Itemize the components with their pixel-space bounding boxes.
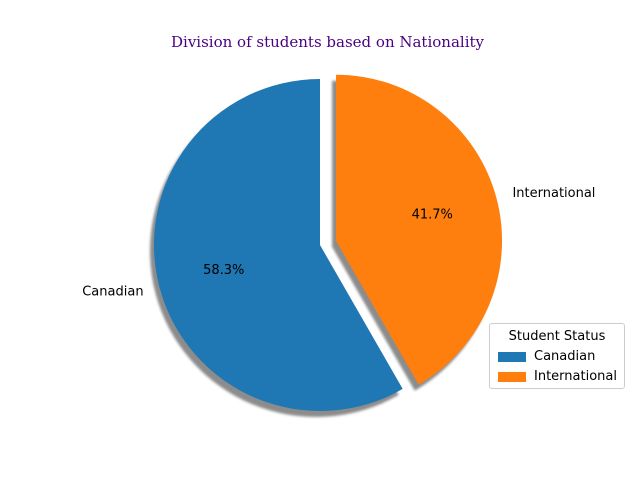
pie-percent-international: 41.7% — [412, 208, 453, 223]
pie-slice-canadian — [153, 79, 403, 412]
legend-entry-international: International — [498, 369, 617, 385]
chart-title: Division of students based on Nationalit… — [171, 33, 484, 51]
pie-slices — [153, 74, 503, 412]
legend-title: Student Status — [508, 329, 606, 344]
pie-percent-canadian: 58.3% — [203, 263, 244, 278]
legend-swatch-international — [498, 372, 526, 382]
legend-swatch-canadian — [498, 352, 526, 362]
pie-slice-international — [336, 74, 503, 385]
pie-label-international: International — [512, 186, 595, 201]
pie-label-canadian: Canadian — [82, 285, 143, 300]
legend-label-canadian: Canadian — [534, 349, 596, 364]
legend: Student Status Canadian International — [489, 323, 625, 389]
pie-labels: Canadian 58.3% International 41.7% — [82, 186, 595, 299]
legend-entry-canadian: Canadian — [498, 349, 595, 365]
legend-label-international: International — [534, 369, 617, 384]
